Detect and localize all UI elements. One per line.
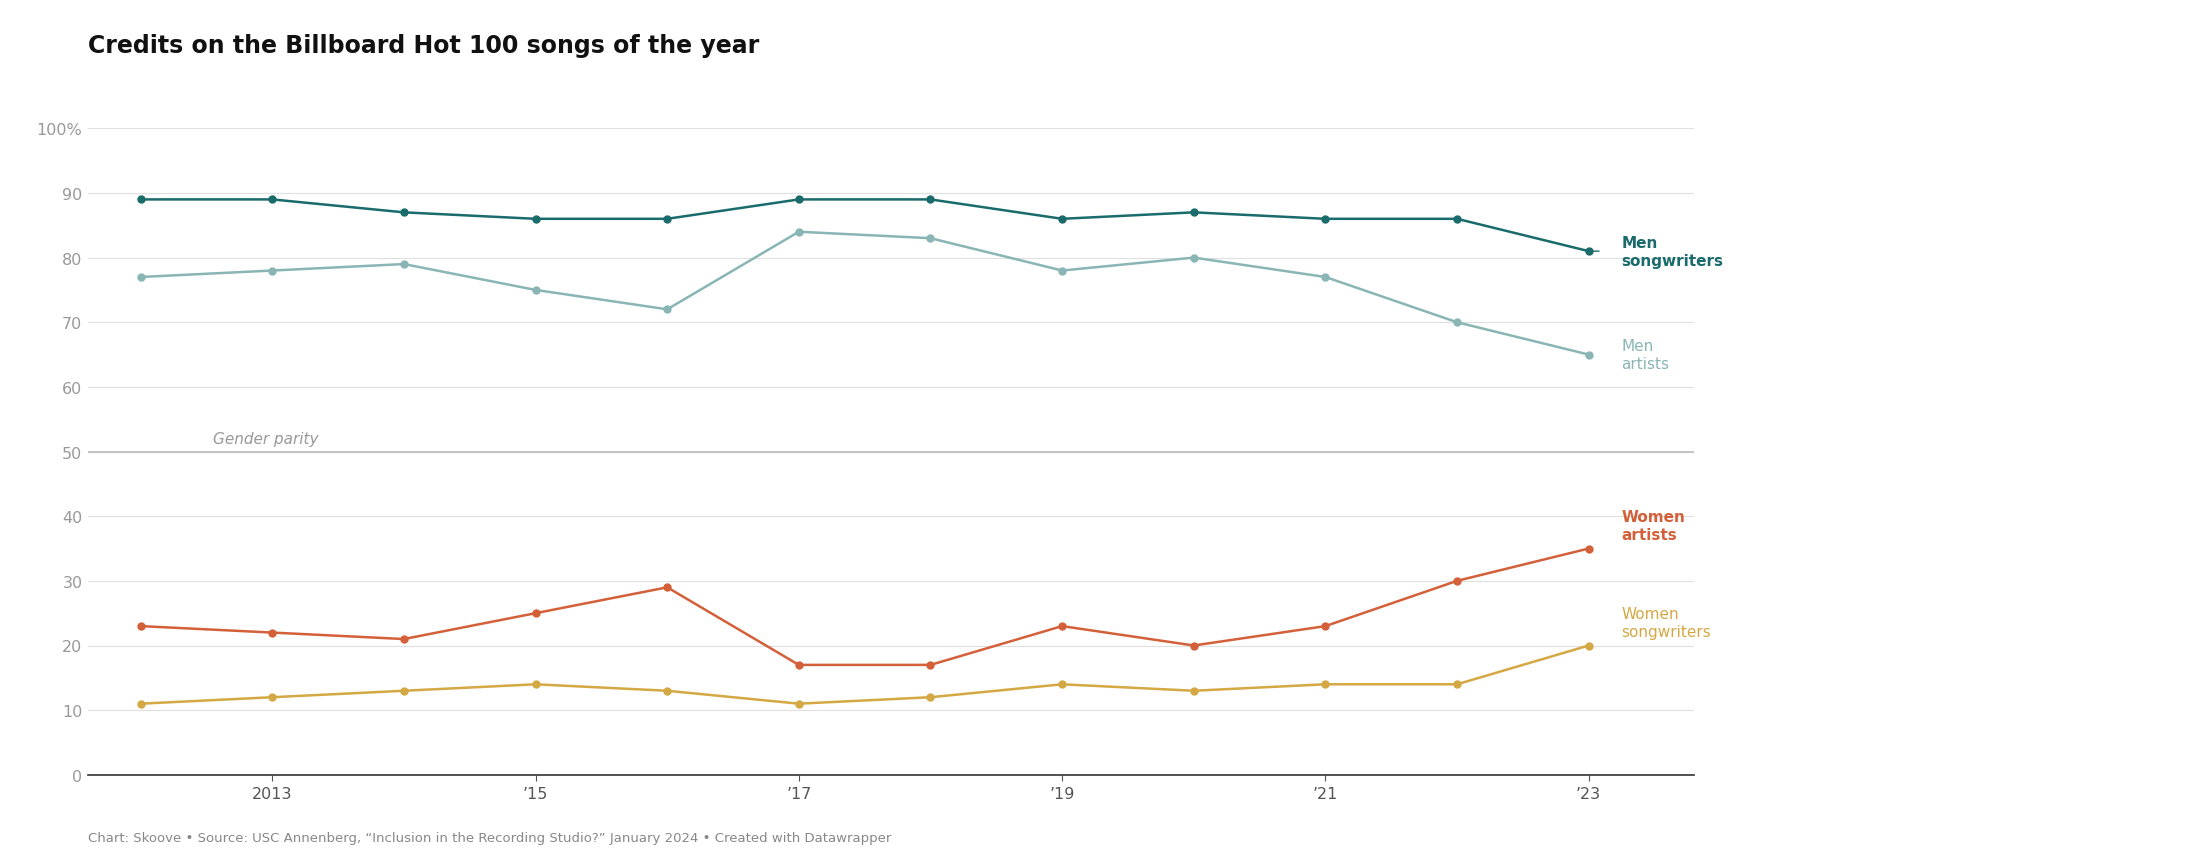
Text: Credits on the Billboard Hot 100 songs of the year: Credits on the Billboard Hot 100 songs o… (88, 34, 759, 59)
Text: Men
artists: Men artists (1621, 338, 1670, 372)
Text: Women
songwriters: Women songwriters (1621, 606, 1712, 639)
Text: Chart: Skoove • Source: USC Annenberg, “Inclusion in the Recording Studio?” Janu: Chart: Skoove • Source: USC Annenberg, “… (88, 831, 891, 844)
Text: Gender parity: Gender parity (213, 432, 319, 447)
Text: Men
songwriters: Men songwriters (1621, 235, 1723, 269)
Text: Women
artists: Women artists (1621, 510, 1685, 542)
